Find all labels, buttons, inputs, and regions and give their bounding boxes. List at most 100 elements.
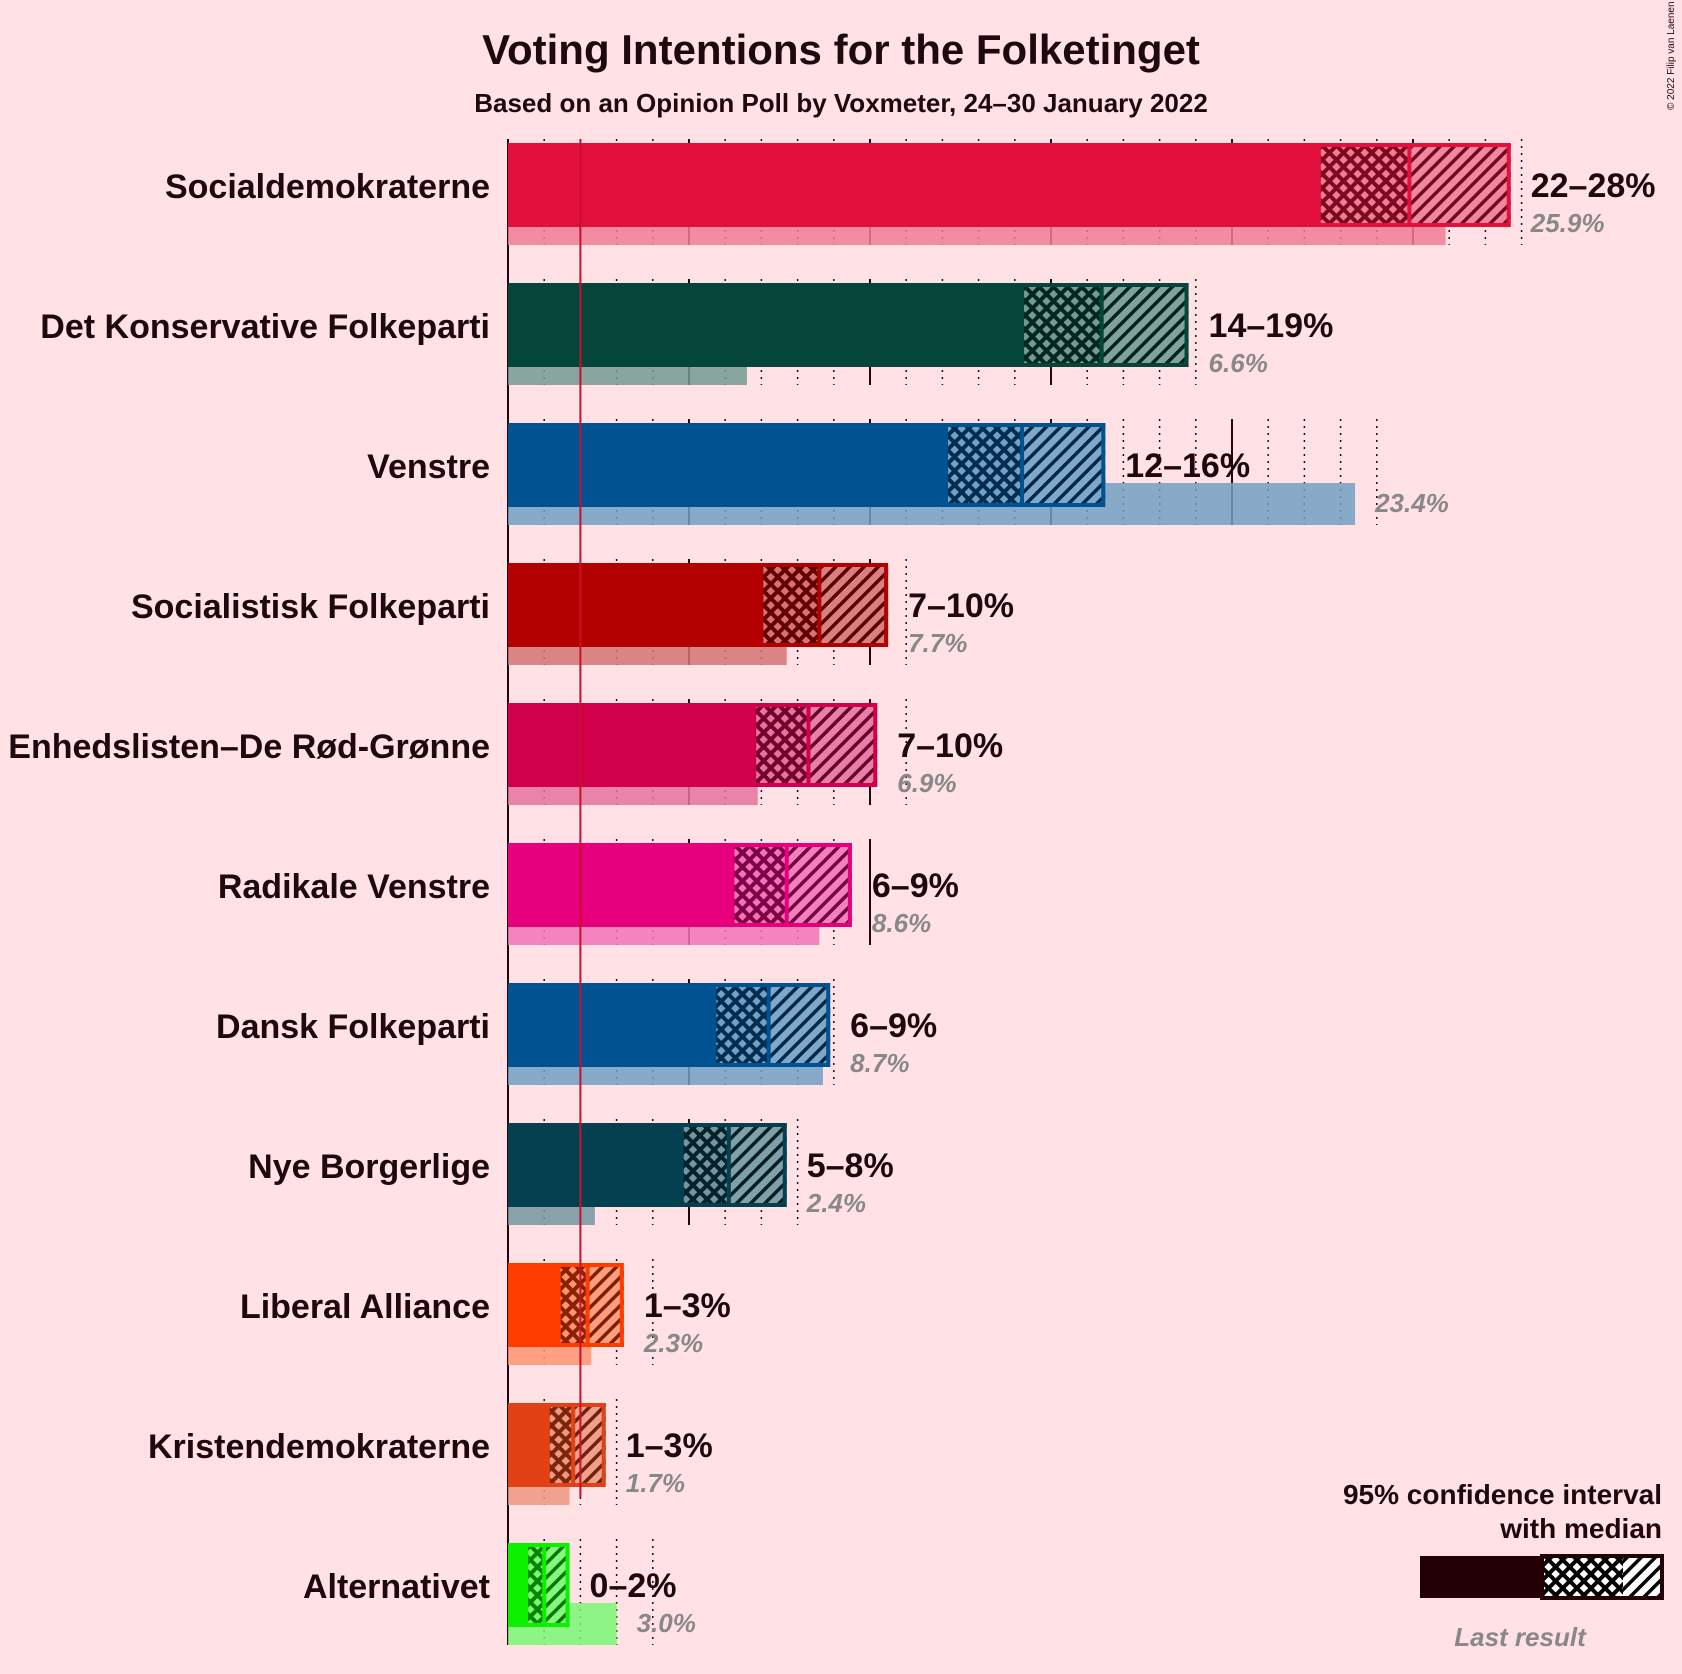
ci-lower-tint: [681, 1123, 729, 1207]
last-result-label: 6.6%: [1209, 348, 1268, 378]
legend-line2: with median: [1499, 1513, 1662, 1544]
party-row: Liberal Alliance 1–3%2.3%: [240, 1263, 731, 1365]
party-row: Alternativet 0–2%3.0%: [303, 1543, 696, 1645]
ci-upper-tint: [768, 983, 831, 1067]
ci-outline: [545, 1403, 606, 1487]
ci-low-bar: [508, 1403, 548, 1487]
ci-upper-tint: [1022, 423, 1106, 507]
ci-low-bar: [508, 843, 733, 927]
ci-low-bar: [508, 563, 762, 647]
last-result-label: 25.9%: [1530, 208, 1605, 238]
party-row: Dansk Folkeparti 6–9%8.7%: [216, 983, 937, 1085]
copyright: © 2022 Filip van Laenen: [1666, 1, 1677, 110]
range-label: 1–3%: [644, 1287, 731, 1325]
range-label: 7–10%: [908, 587, 1014, 625]
chart-subtitle: Based on an Opinion Poll by Voxmeter, 24…: [474, 88, 1208, 118]
ci-lower-tint: [714, 983, 769, 1067]
range-label: 0–2%: [590, 1567, 677, 1605]
range-label: 5–8%: [807, 1147, 894, 1185]
ci-lower-tint: [1022, 283, 1102, 367]
party-label: Socialdemokraterne: [165, 168, 490, 206]
party-label: Enhedslisten–De Rød-Grønne: [8, 728, 490, 766]
range-label: 14–19%: [1209, 307, 1334, 345]
ci-lower-tint: [732, 843, 787, 927]
legend-hatch: [1623, 1556, 1662, 1598]
ci-upper-tint: [573, 1403, 606, 1487]
last-result-label: 2.4%: [806, 1188, 866, 1218]
ci-lower-tint: [526, 1543, 545, 1627]
ci-outline: [759, 563, 889, 647]
legend-cross: [1542, 1556, 1623, 1598]
ci-lower-tint: [1318, 143, 1410, 227]
legend-line1: 95% confidence interval: [1343, 1479, 1662, 1510]
legend-solid: [1420, 1556, 1542, 1598]
party-row: Socialdemokraterne 22–28%25.9%: [165, 143, 1656, 245]
ci-outline: [730, 843, 852, 927]
ci-low-bar: [508, 1263, 559, 1347]
party-row: Socialistisk Folkeparti 7–10%7.7%: [131, 563, 1014, 665]
party-row: Nye Borgerlige 5–8%2.4%: [248, 1123, 894, 1225]
ci-outline: [556, 1263, 624, 1347]
last-result-label: 7.7%: [908, 628, 967, 658]
last-result-label: 8.6%: [872, 908, 931, 938]
party-label: Dansk Folkeparti: [216, 1008, 490, 1046]
party-row: Radikale Venstre 6–9%8.6%: [218, 843, 959, 945]
ci-lower-tint: [761, 563, 820, 647]
ci-outline: [712, 983, 831, 1067]
party-label: Venstre: [367, 448, 490, 486]
party-label: Liberal Alliance: [240, 1288, 490, 1326]
party-label: Socialistisk Folkeparti: [131, 588, 490, 626]
ci-lower-tint: [558, 1263, 588, 1347]
ci-low-bar: [508, 1543, 527, 1627]
ci-upper-tint: [544, 1543, 570, 1627]
party-row: Kristendemokraterne 1–3%1.7%: [148, 1403, 713, 1505]
ci-lower-tint: [754, 703, 809, 787]
range-label: 22–28%: [1531, 167, 1656, 205]
range-label: 7–10%: [897, 727, 1003, 765]
range-label: 1–3%: [626, 1427, 713, 1465]
ci-upper-tint: [808, 703, 878, 787]
last-result-label: 3.0%: [637, 1608, 696, 1638]
ci-upper-tint: [728, 1123, 787, 1207]
party-label: Nye Borgerlige: [248, 1148, 490, 1186]
party-label: Kristendemokraterne: [148, 1428, 490, 1466]
ci-upper-tint: [819, 563, 889, 647]
ci-low-bar: [508, 143, 1319, 227]
ci-lower-tint: [946, 423, 1023, 507]
party-row: Venstre 12–16% 23.4%: [367, 423, 1449, 525]
party-row: Det Konservative Folkeparti 14–19%6.6%: [40, 283, 1333, 385]
party-label: Alternativet: [303, 1568, 490, 1606]
ci-low-bar: [508, 283, 1023, 367]
bars: Socialdemokraterne 22–28%25.9% Det Konserv…: [8, 139, 1656, 1645]
last-result-label: 23.4%: [1374, 488, 1449, 518]
ci-low-bar: [508, 983, 715, 1067]
party-label: Det Konservative Folkeparti: [40, 308, 490, 346]
ci-low-bar: [508, 423, 947, 507]
ci-upper-tint: [786, 843, 852, 927]
range-label: 6–9%: [850, 1007, 937, 1045]
chart-title: Voting Intentions for the Folketinget: [482, 26, 1200, 73]
last-result-label: 2.3%: [643, 1328, 703, 1358]
legend-last-result: Last result: [1454, 1622, 1587, 1652]
party-row: Enhedslisten–De Rød-Grønne 7–10%6.9%: [8, 703, 1003, 805]
range-label: 6–9%: [872, 867, 959, 905]
ci-outline: [1020, 283, 1189, 367]
ci-lower-tint: [547, 1403, 574, 1487]
ci-low-bar: [508, 703, 755, 787]
ci-upper-tint: [1101, 283, 1189, 367]
ci-outline: [679, 1123, 787, 1207]
ci-outline: [524, 1543, 570, 1627]
ci-upper-tint: [587, 1263, 624, 1347]
ci-low-bar: [508, 1123, 682, 1207]
legend-outline: [1540, 1554, 1664, 1600]
range-label: 12–16%: [1125, 447, 1250, 485]
last-result-label: 1.7%: [626, 1468, 685, 1498]
ci-outline: [752, 703, 878, 787]
legend: 95% confidence interval with median Last…: [1343, 1479, 1664, 1652]
ci-upper-tint: [1409, 143, 1511, 227]
ci-outline: [1316, 143, 1511, 227]
ci-outline: [944, 423, 1106, 507]
last-result-label: 6.9%: [897, 768, 956, 798]
last-result-label: 8.7%: [850, 1048, 909, 1078]
